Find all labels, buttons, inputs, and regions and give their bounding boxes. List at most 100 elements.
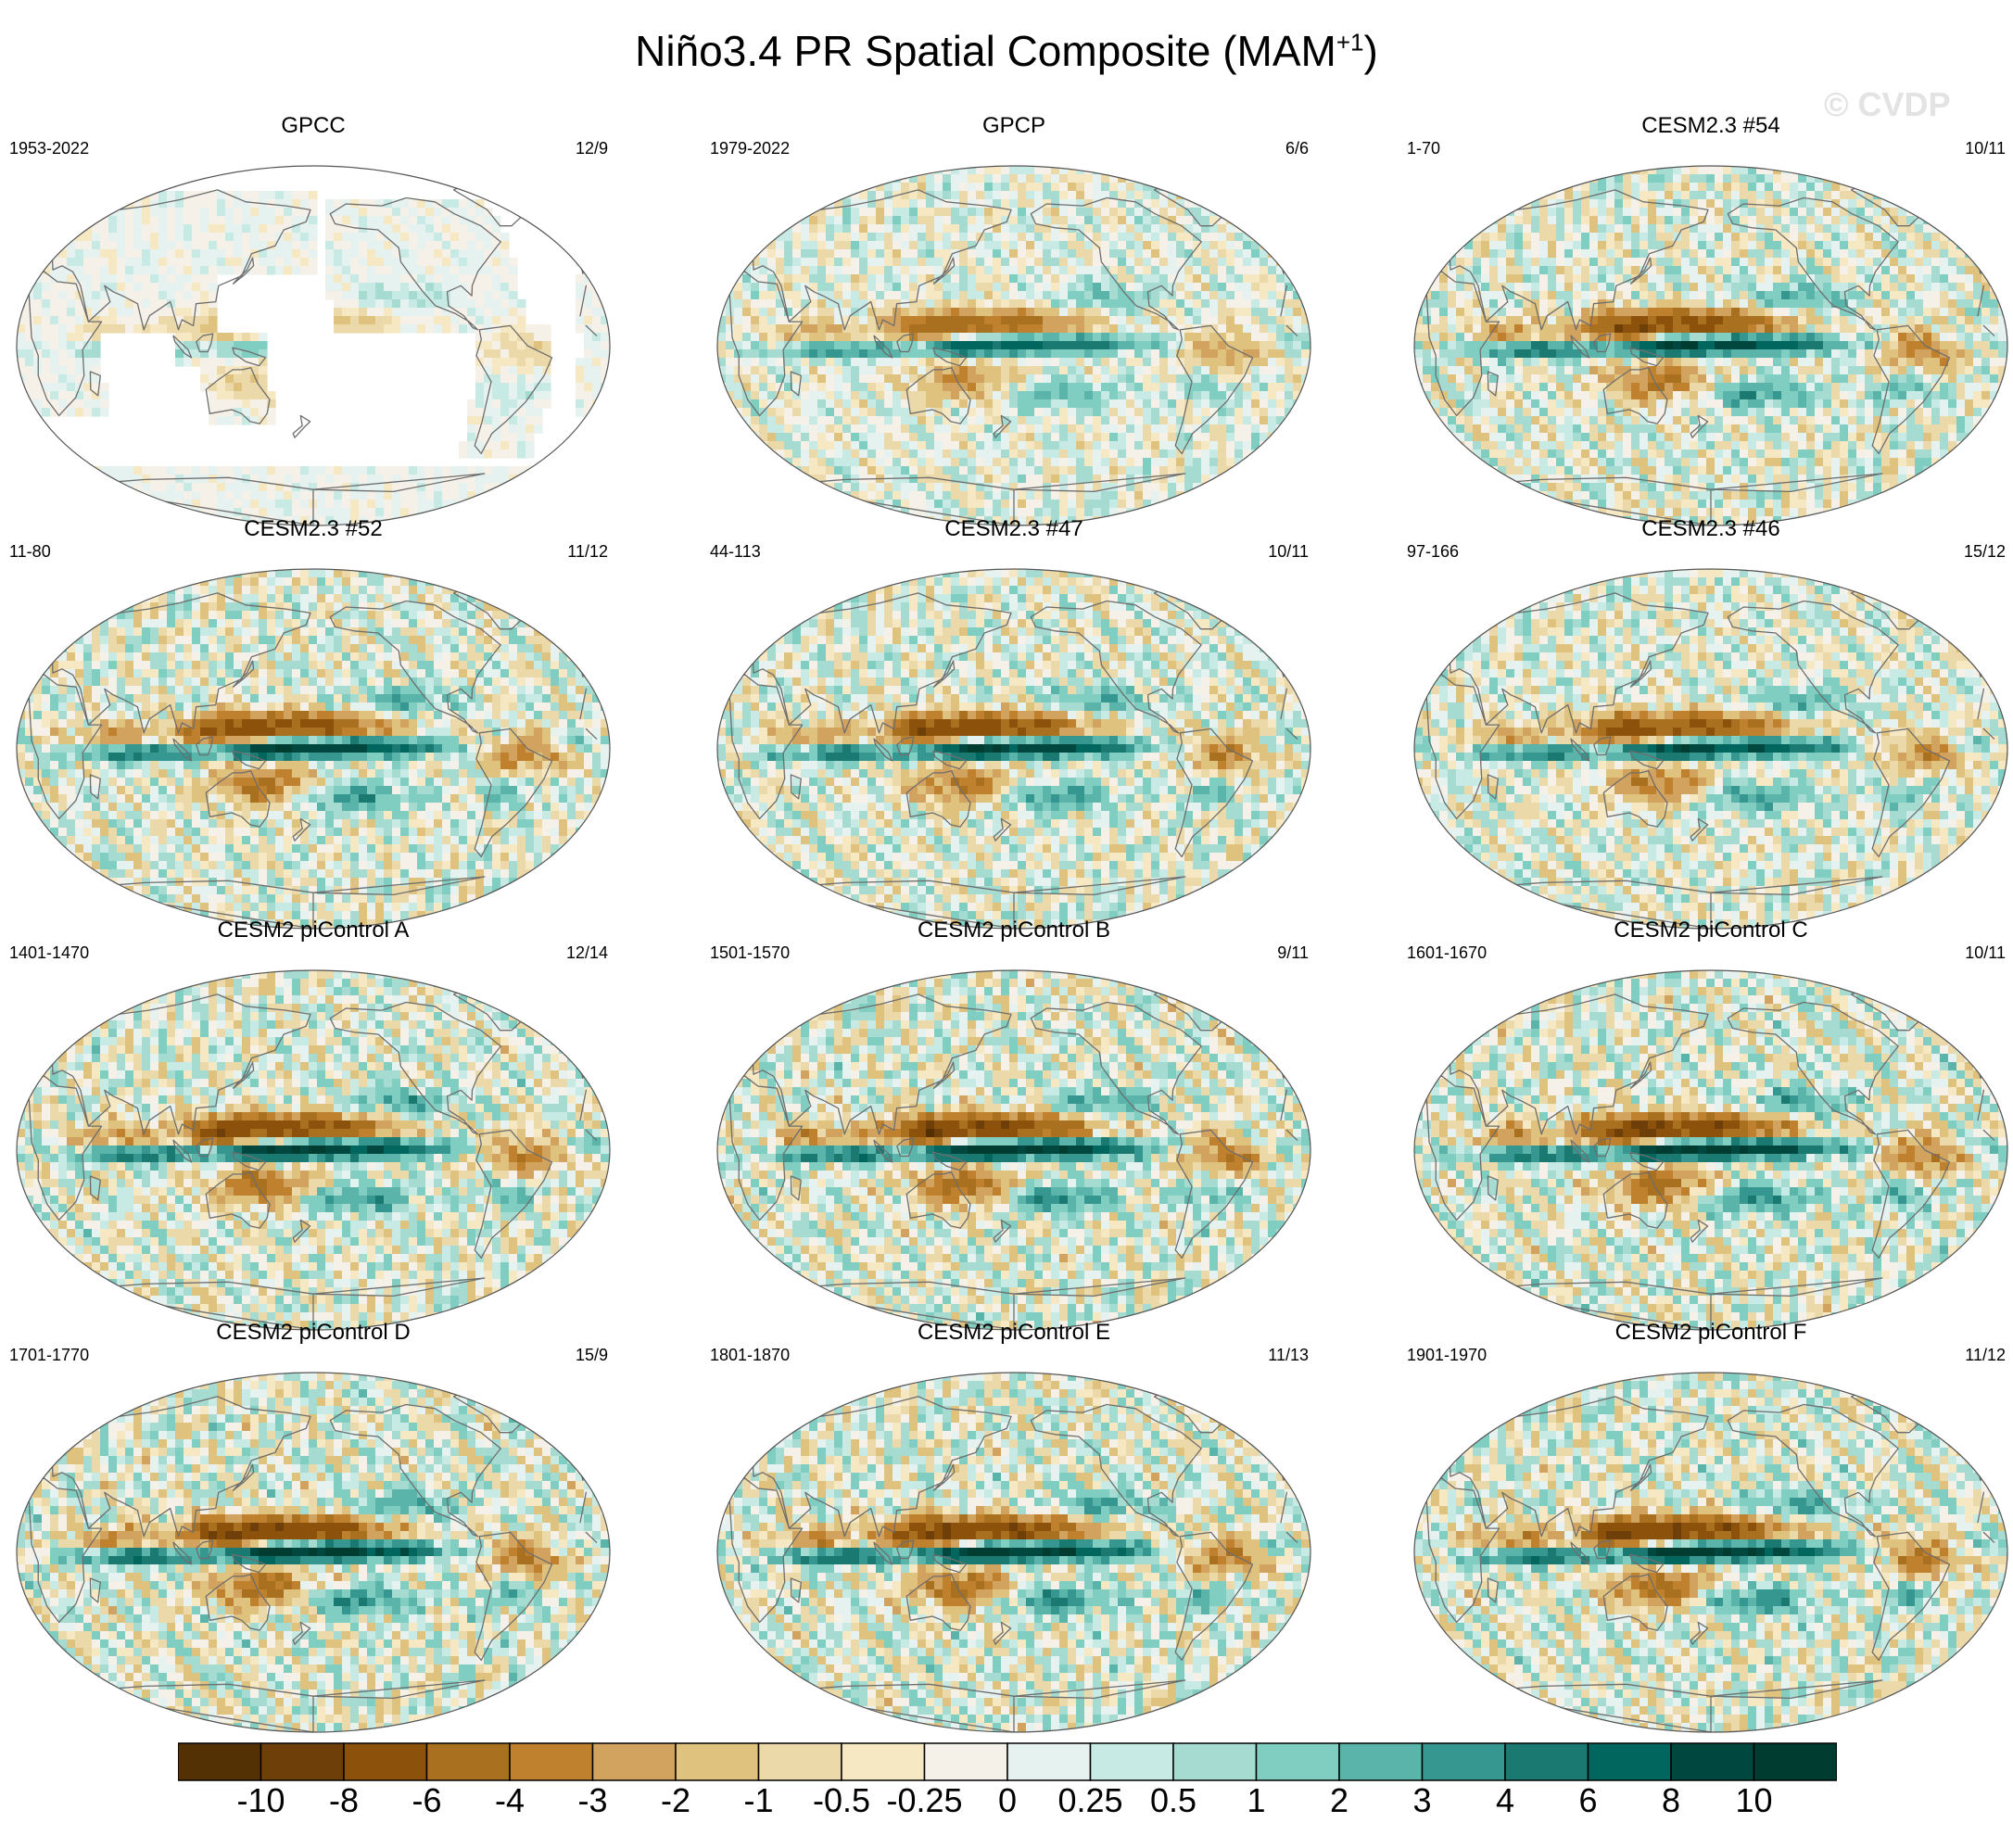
- field-cell: [1573, 191, 1582, 200]
- field-cell: [500, 324, 510, 334]
- field-cell: [117, 241, 126, 250]
- field-cell: [959, 416, 969, 425]
- field-cell: [1464, 216, 1474, 225]
- field-cell: [742, 308, 752, 317]
- field-cell: [1184, 274, 1194, 284]
- field-cell: [1260, 391, 1269, 400]
- field-cell: [75, 249, 84, 259]
- field-cell: [834, 483, 843, 492]
- field-cell: [417, 508, 426, 517]
- field-cell: [234, 358, 243, 367]
- field-cell: [1018, 475, 1027, 484]
- field-cell: [809, 416, 818, 425]
- field-cell: [734, 316, 743, 325]
- field-cell: [534, 416, 543, 425]
- field-cell: [1134, 349, 1144, 359]
- field-cell: [42, 333, 51, 342]
- field-cell: [926, 324, 935, 334]
- field-cell: [1059, 266, 1069, 275]
- field-cell: [167, 316, 176, 325]
- field-cell: [184, 283, 193, 292]
- field-cell: [500, 433, 510, 442]
- field-cell: [893, 291, 902, 300]
- field-cell: [1143, 166, 1152, 175]
- field-cell: [1489, 224, 1499, 234]
- field-cell: [551, 483, 560, 492]
- field-cell: [951, 216, 960, 225]
- field-cell: [509, 274, 518, 284]
- field-cell: [1756, 183, 1766, 192]
- field-cell: [1059, 408, 1069, 417]
- field-cell: [1715, 208, 1724, 217]
- field-cell: [384, 475, 393, 484]
- field-cell: [876, 299, 885, 309]
- field-cell: [425, 491, 435, 500]
- field-cell: [1690, 224, 1699, 234]
- field-cell: [1234, 258, 1244, 267]
- field-cell: [509, 416, 518, 425]
- field-cell: [1001, 516, 1010, 525]
- field-cell: [58, 324, 68, 334]
- field-cell: [901, 208, 910, 217]
- field-cell: [334, 249, 343, 259]
- field-cell: [184, 466, 193, 475]
- field-cell: [867, 358, 877, 367]
- field-cell: [1176, 391, 1185, 400]
- field-cell: [1209, 391, 1219, 400]
- field-cell: [400, 283, 410, 292]
- field-cell: [467, 408, 476, 417]
- field-cell: [934, 191, 943, 200]
- field-cell: [1009, 416, 1019, 425]
- field-cell: [993, 233, 1002, 242]
- field-cell: [884, 458, 893, 467]
- field-cell: [409, 299, 418, 309]
- field-cell: [459, 466, 468, 475]
- field-cell: [42, 316, 51, 325]
- field-cell: [1126, 366, 1135, 375]
- field-cell: [58, 366, 68, 375]
- field-cell: [1514, 191, 1524, 200]
- field-cell: [859, 274, 868, 284]
- field-cell: [133, 249, 143, 259]
- field-cell: [209, 274, 218, 284]
- field-cell: [1109, 508, 1119, 517]
- field-cell: [1209, 383, 1219, 392]
- field-cell: [1798, 191, 1807, 200]
- field-cell: [1034, 383, 1044, 392]
- field-cell: [1193, 224, 1202, 234]
- field-cell: [968, 416, 977, 425]
- field-cell: [984, 433, 994, 442]
- field-cell: [968, 458, 977, 467]
- field-cell: [943, 349, 952, 359]
- field-cell: [1648, 216, 1657, 225]
- field-cell: [592, 324, 601, 334]
- field-cell: [284, 475, 293, 484]
- field-cell: [1243, 399, 1252, 409]
- field-cell: [209, 208, 218, 217]
- field-cell: [1026, 324, 1035, 334]
- field-cell: [1209, 408, 1219, 417]
- field-cell: [492, 399, 501, 409]
- field-cell: [1034, 316, 1044, 325]
- field-cell: [834, 233, 843, 242]
- field-cell: [442, 258, 451, 267]
- field-cell: [434, 483, 443, 492]
- field-cell: [1059, 241, 1069, 250]
- field-cell: [976, 458, 985, 467]
- field-cell: [517, 441, 526, 450]
- field-cell: [1698, 208, 1707, 217]
- field-cell: [1209, 174, 1219, 184]
- field-cell: [1076, 191, 1085, 200]
- field-cell: [67, 216, 76, 225]
- field-cell: [1084, 424, 1094, 434]
- field-cell: [1126, 383, 1135, 392]
- field-cell: [1815, 191, 1824, 200]
- field-cell: [1523, 216, 1532, 225]
- field-cell: [534, 500, 543, 509]
- field-cell: [918, 183, 927, 192]
- field-cell: [1209, 399, 1219, 409]
- field-cell: [83, 366, 93, 375]
- field-cell: [292, 241, 301, 250]
- field-cell: [984, 358, 994, 367]
- field-cell: [976, 399, 985, 409]
